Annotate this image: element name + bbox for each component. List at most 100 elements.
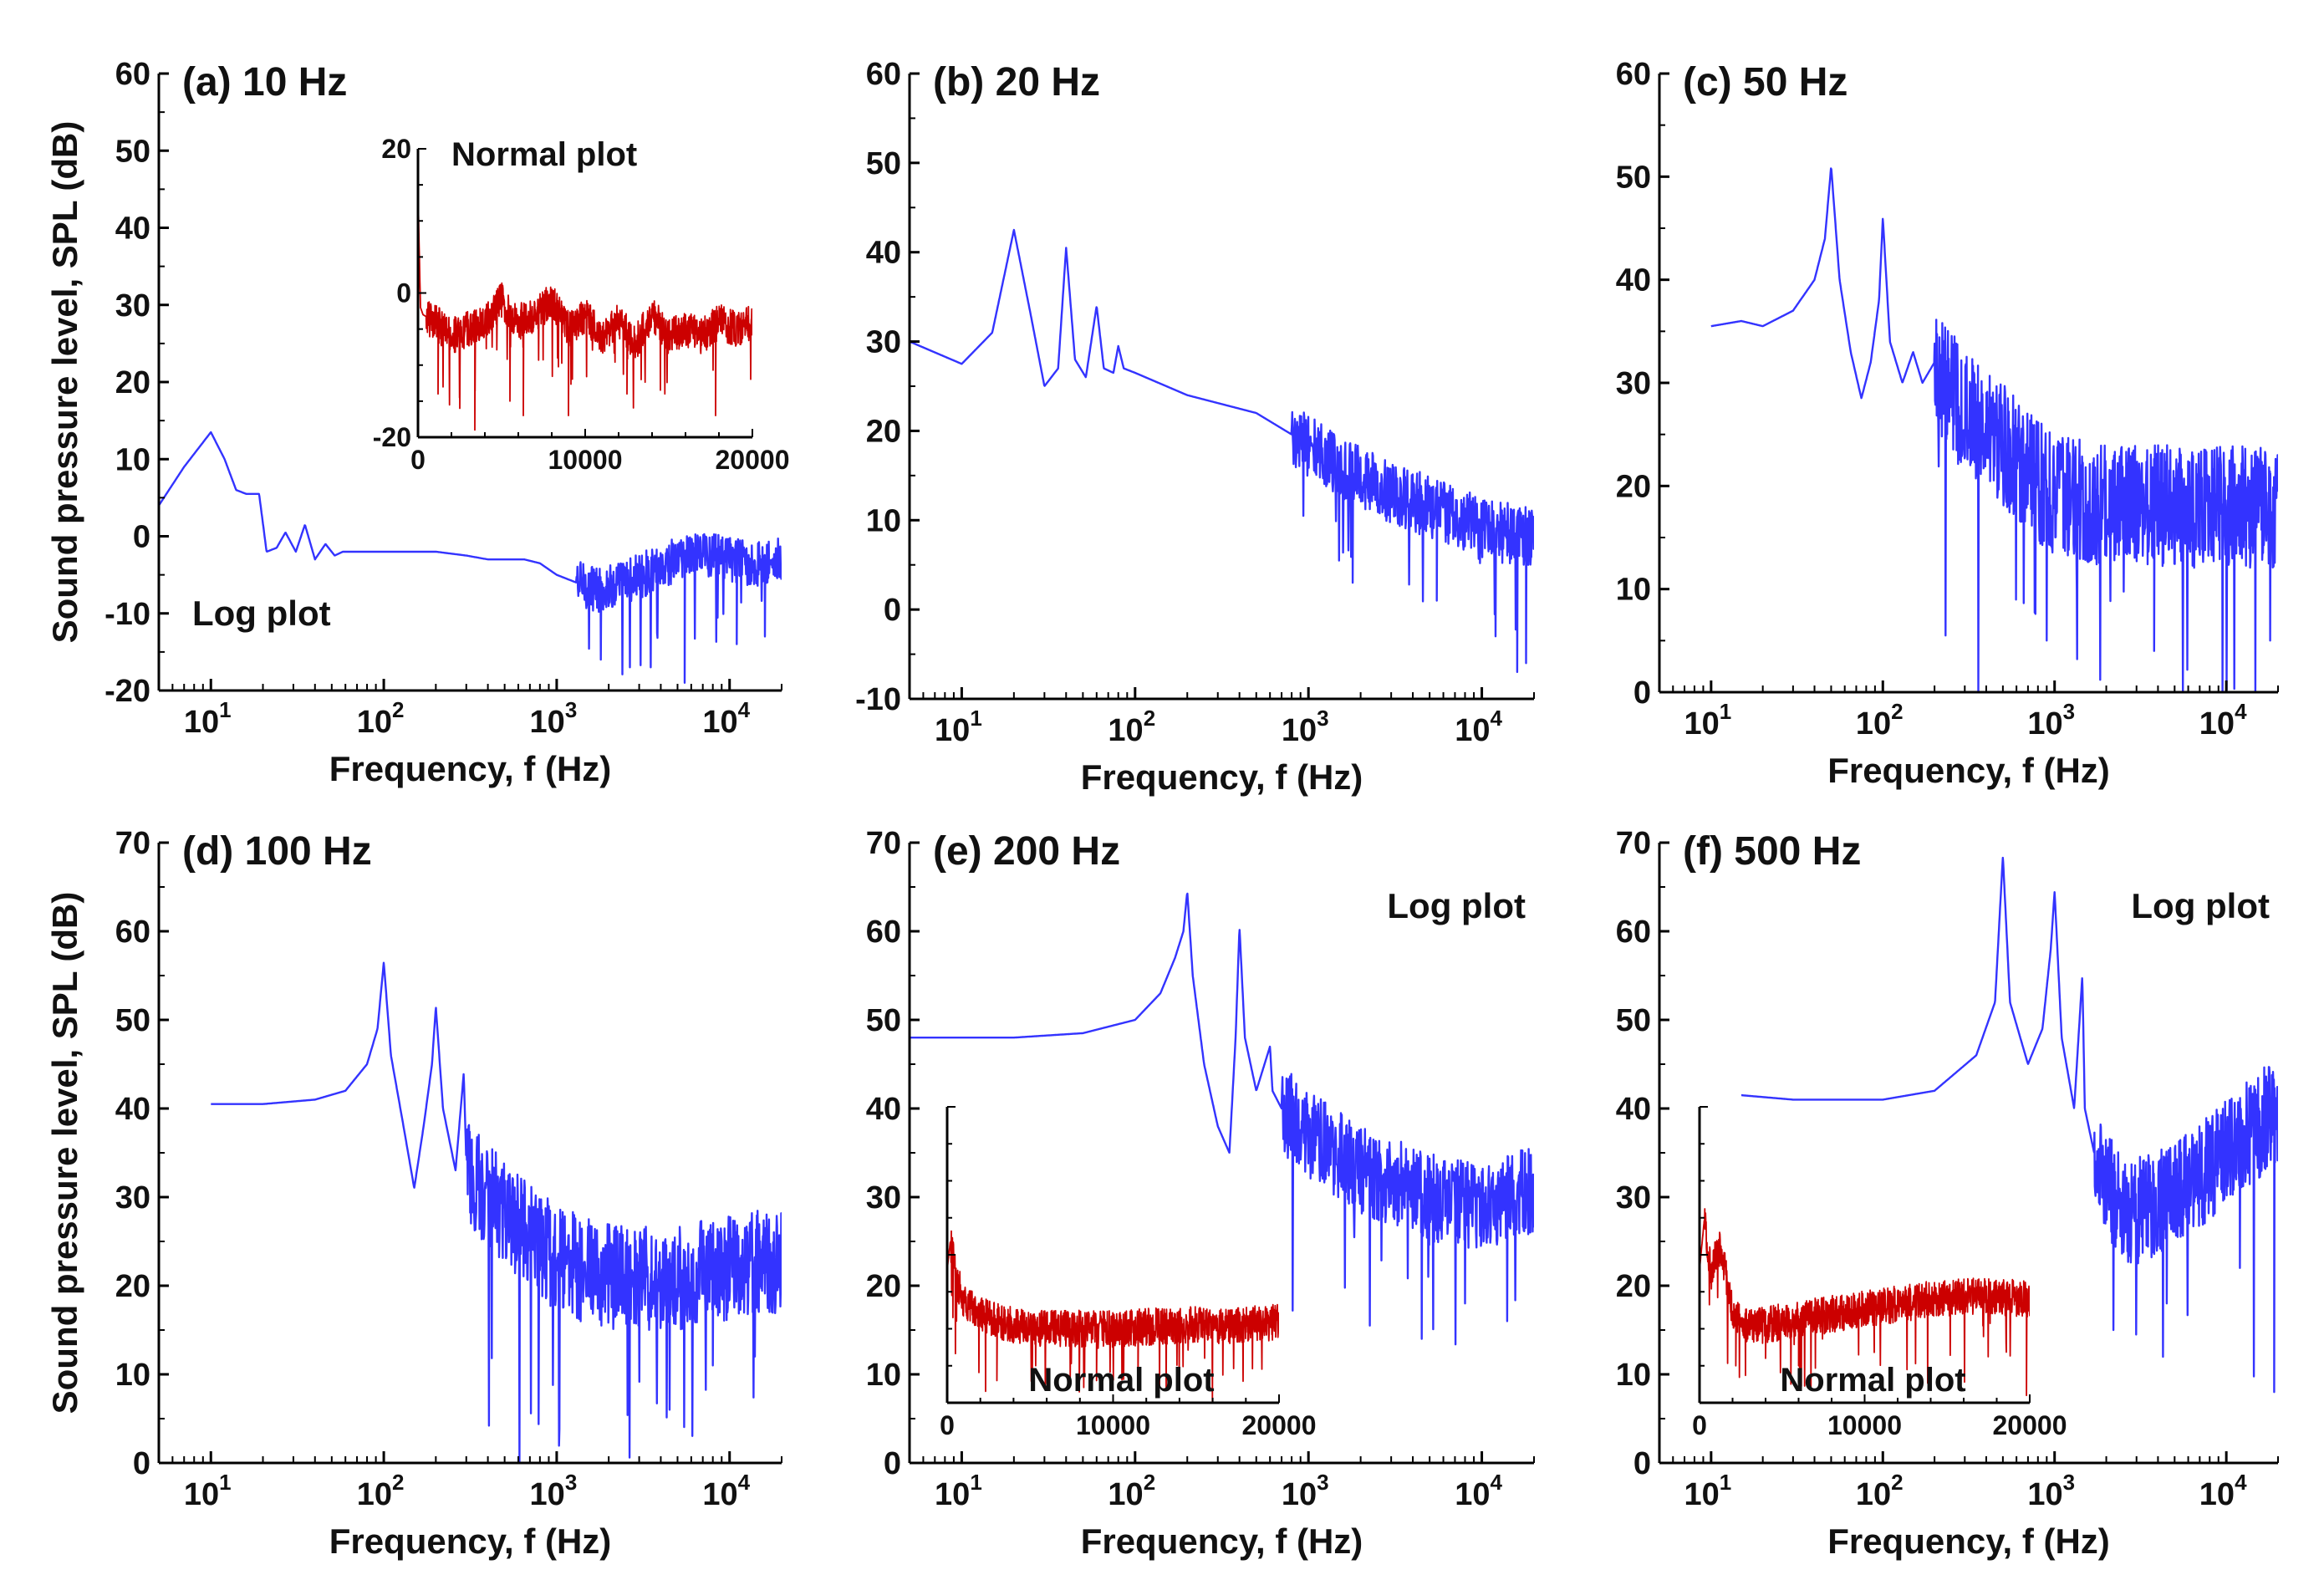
panel-f-series-log-plot: [1740, 856, 2278, 1394]
panel-f-inset-xtick-label: 0: [1692, 1410, 1707, 1440]
panel-b-x-axis-title: Frequency, f (Hz): [1081, 757, 1363, 797]
panel-e-ytick-label: 10: [866, 1358, 901, 1393]
panel-e-xtick-label-base: 10: [935, 1477, 970, 1512]
panel-a-inset-series-normal-plot: [418, 191, 752, 431]
panel-d-ytick-label: 30: [115, 1180, 150, 1216]
panel-c-xtick-label-base: 10: [2199, 706, 2235, 742]
panel-f-xtick-label-base: 10: [2027, 1477, 2062, 1512]
panel-e-xtick-label-exponent: 3: [1317, 1470, 1328, 1495]
panel-e-xtick-label-base: 10: [1455, 1477, 1490, 1512]
panel-e-xtick-label: 104: [1455, 1470, 1502, 1512]
panel-f-xtick-label-exponent: 4: [2235, 1470, 2247, 1495]
panel-d-x-axis-title: Frequency, f (Hz): [329, 1521, 612, 1561]
panel-f-xtick-label-exponent: 2: [1891, 1470, 1903, 1495]
panel-a-ytick-label: 30: [115, 288, 150, 324]
panel-c-ytick-label: 30: [1616, 366, 1651, 401]
panel-d-ytick-label: 50: [115, 1003, 150, 1038]
panel-d-xtick-label-exponent: 2: [392, 1470, 404, 1495]
panel-b-xtick-label-base: 10: [1282, 713, 1317, 748]
panel-d-xtick-label: 103: [530, 1470, 578, 1512]
panel-a-ytick-label: 0: [133, 520, 150, 555]
panel-e-inset: 0 10000 20000 Normal plot: [940, 1106, 1317, 1440]
panel-d-series-log-plot: [210, 961, 782, 1465]
panel-a-ytick-label: -10: [104, 597, 150, 632]
panel-e-inset-xtick-label: 20000: [1242, 1410, 1317, 1440]
panel-c-xtick-label-exponent: 2: [1891, 699, 1903, 724]
panel-c-xtick-label: 103: [2027, 699, 2075, 742]
panel-f-xtick-label-base: 10: [2199, 1477, 2235, 1512]
panel-f-inset-annotation-normal-plot: Normal plot: [1780, 1362, 1965, 1399]
panel-c-ytick-label: 20: [1616, 469, 1651, 504]
panel-f-inset: 0 10000 20000 Normal plot: [1692, 1106, 2067, 1440]
panel-e-ytick-label: 0: [884, 1446, 901, 1481]
panel-c-ytick-label: 0: [1633, 675, 1651, 711]
panel-a-xtick-label-exponent: 4: [738, 697, 751, 722]
panel-e-inset-series-normal-plot: [947, 1230, 1279, 1403]
panel-c-x-axis-title: Frequency, f (Hz): [1827, 751, 2110, 790]
panel-b-ytick-label: -10: [855, 682, 901, 717]
panel-d-ytick-label: 10: [115, 1358, 150, 1393]
panel-b-title: (b) 20 Hz: [933, 60, 1100, 104]
panel-d-ytick-label: 70: [115, 826, 150, 861]
panel-a-title: (a) 10 Hz: [182, 60, 347, 104]
panel-a-inset-xtick-label: 0: [410, 445, 426, 475]
panel-a-inset-xtick-label: 20000: [716, 445, 790, 475]
panel-c-ytick-label: 50: [1616, 160, 1651, 195]
panel-d-xtick-label-exponent: 3: [565, 1470, 577, 1495]
panel-f-ytick-label: 30: [1616, 1180, 1651, 1216]
panel-a-ytick-label: -20: [104, 674, 150, 709]
panel-b-xtick-label-base: 10: [935, 713, 970, 748]
panel-d-ytick-label: 60: [115, 915, 150, 950]
panel-e-xtick-label-base: 10: [1108, 1477, 1143, 1512]
panel-e-inset-annotation-normal-plot: Normal plot: [1028, 1362, 1214, 1399]
panel-b-ytick-label: 0: [884, 593, 901, 628]
panel-d-ytick-label: 40: [115, 1092, 150, 1127]
panel-a-xtick-label: 101: [184, 697, 232, 740]
panel-f-xtick-label: 103: [2027, 1470, 2075, 1512]
panel-b-xtick-label: 102: [1108, 706, 1155, 748]
panel-d-xtick-label-base: 10: [184, 1477, 219, 1512]
panel-a-xtick-label-base: 10: [702, 705, 737, 740]
panel-a-xtick-label-base: 10: [357, 705, 392, 740]
panel-a-ytick-label: 40: [115, 212, 150, 247]
panel-e-ytick-label: 50: [866, 1003, 901, 1038]
panel-e-xtick-label-exponent: 2: [1144, 1470, 1155, 1495]
panel-e-ytick-label: 20: [866, 1269, 901, 1304]
panel-b-xtick-label-exponent: 4: [1490, 706, 1502, 731]
panel-d-xtick-label-base: 10: [357, 1477, 392, 1512]
panel-d-ytick-label: 0: [133, 1446, 150, 1481]
panel-b-xtick-label-exponent: 2: [1144, 706, 1155, 731]
panel-f-annotation-log-plot: Log plot: [2131, 886, 2270, 925]
panel-b-ytick-label: 50: [866, 146, 901, 181]
panel-b-xtick-label-exponent: 1: [970, 706, 981, 731]
panel-c-series-log-plot: [1710, 167, 2278, 694]
panel-c-xtick-label: 102: [1856, 699, 1904, 742]
panel-b-ytick-label: 60: [866, 57, 901, 92]
panel-f-inset-series-normal-plot: [1700, 1208, 2030, 1397]
panel-f-ytick-label: 70: [1616, 826, 1651, 861]
panel-f-xtick-label-exponent: 1: [1720, 1470, 1731, 1495]
panel-f-ytick-label: 60: [1616, 915, 1651, 950]
panel-a-ytick-label: 10: [115, 442, 150, 477]
panel-d-xtick-label: 102: [357, 1470, 405, 1512]
panel-b-ytick-label: 30: [866, 325, 901, 360]
panel-a-ytick-label: 60: [115, 57, 150, 92]
panel-e-xtick-label-base: 10: [1282, 1477, 1317, 1512]
panel-f-ytick-label: 0: [1633, 1446, 1651, 1481]
panel-a-y-axis-title: Sound pressure level, SPL (dB): [45, 121, 84, 644]
panel-e-series-log-plot: [910, 892, 1534, 1346]
panel-b-series-log-plot: [910, 228, 1534, 674]
panel-c-ytick-label: 40: [1616, 263, 1651, 298]
panel-e-xtick-label: 102: [1108, 1470, 1155, 1512]
panel-c-xtick-label-base: 10: [1684, 706, 1719, 742]
panel-b-xtick-label-base: 10: [1108, 713, 1143, 748]
panel-c-xtick-label: 104: [2199, 699, 2247, 742]
panel-b-ytick-label: 40: [866, 236, 901, 271]
panel-e-ytick-label: 30: [866, 1180, 901, 1216]
panel-c-xtick-label: 101: [1684, 699, 1731, 742]
panel-d-xtick-label-exponent: 1: [219, 1470, 231, 1495]
